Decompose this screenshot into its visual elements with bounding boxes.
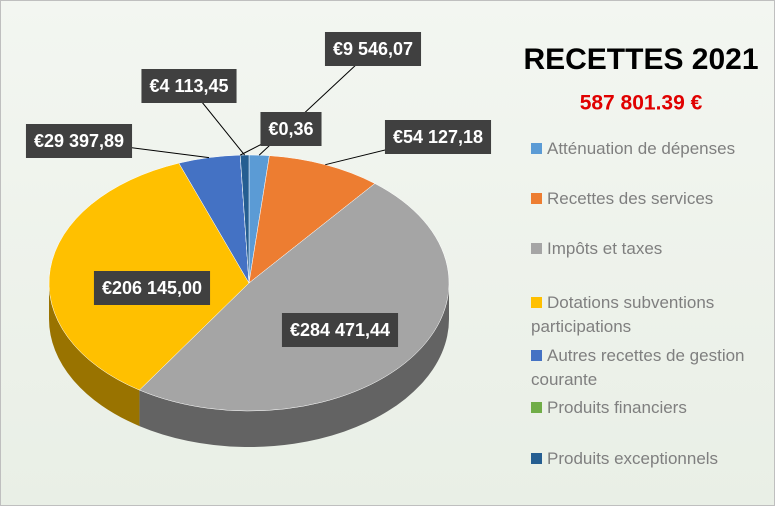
data-label-box bbox=[324, 32, 422, 66]
pie-side bbox=[139, 283, 450, 447]
data-label: €0,36 bbox=[268, 119, 313, 139]
legend-swatch bbox=[531, 453, 542, 464]
legend-swatch bbox=[531, 402, 542, 413]
data-label: €4 113,45 bbox=[149, 76, 228, 96]
legend-label: Atténuation de dépenses bbox=[547, 139, 736, 158]
data-label: €54 127,18 bbox=[393, 127, 483, 147]
legend-label: Dotations subventions participations bbox=[531, 293, 715, 336]
legend-label: Produits financiers bbox=[547, 398, 687, 417]
legend-swatch bbox=[531, 350, 542, 361]
legend-label: Produits exceptionnels bbox=[547, 449, 719, 468]
data-label-box bbox=[384, 120, 492, 154]
data-label-box bbox=[141, 69, 237, 103]
legend-item: Impôts et taxes bbox=[531, 237, 771, 261]
chart-subtitle: 587 801.39 € bbox=[580, 92, 703, 115]
legend-item: Dotations subventions participations bbox=[531, 291, 771, 339]
legend-item: Autres recettes de gestion courante bbox=[531, 344, 771, 392]
legend-item: Recettes des services bbox=[531, 187, 771, 211]
legend-swatch bbox=[531, 193, 542, 204]
legend-item: Produits exceptionnels bbox=[531, 447, 771, 471]
chart-title: RECETTES 2021 bbox=[523, 43, 758, 76]
pie-slice bbox=[138, 183, 450, 412]
legend-swatch bbox=[531, 143, 542, 154]
data-label-box bbox=[25, 124, 133, 158]
legend-label: Impôts et taxes bbox=[547, 239, 663, 258]
pie-side bbox=[49, 283, 140, 427]
legend-item: Atténuation de dépenses bbox=[531, 137, 771, 161]
data-label-box bbox=[281, 313, 399, 347]
data-label: €206 145,00 bbox=[102, 278, 202, 298]
legend-swatch bbox=[531, 243, 542, 254]
data-label-box bbox=[260, 112, 322, 146]
data-label-box bbox=[93, 271, 211, 305]
data-label: €284 471,44 bbox=[290, 320, 390, 340]
legend-item: Produits financiers bbox=[531, 396, 771, 420]
pie-slice bbox=[248, 155, 376, 284]
legend-label: Autres recettes de gestion courante bbox=[531, 346, 745, 389]
data-label: €9 546,07 bbox=[333, 39, 413, 59]
data-label: €29 397,89 bbox=[34, 131, 124, 151]
legend-swatch bbox=[531, 297, 542, 308]
legend-label: Recettes des services bbox=[547, 189, 714, 208]
